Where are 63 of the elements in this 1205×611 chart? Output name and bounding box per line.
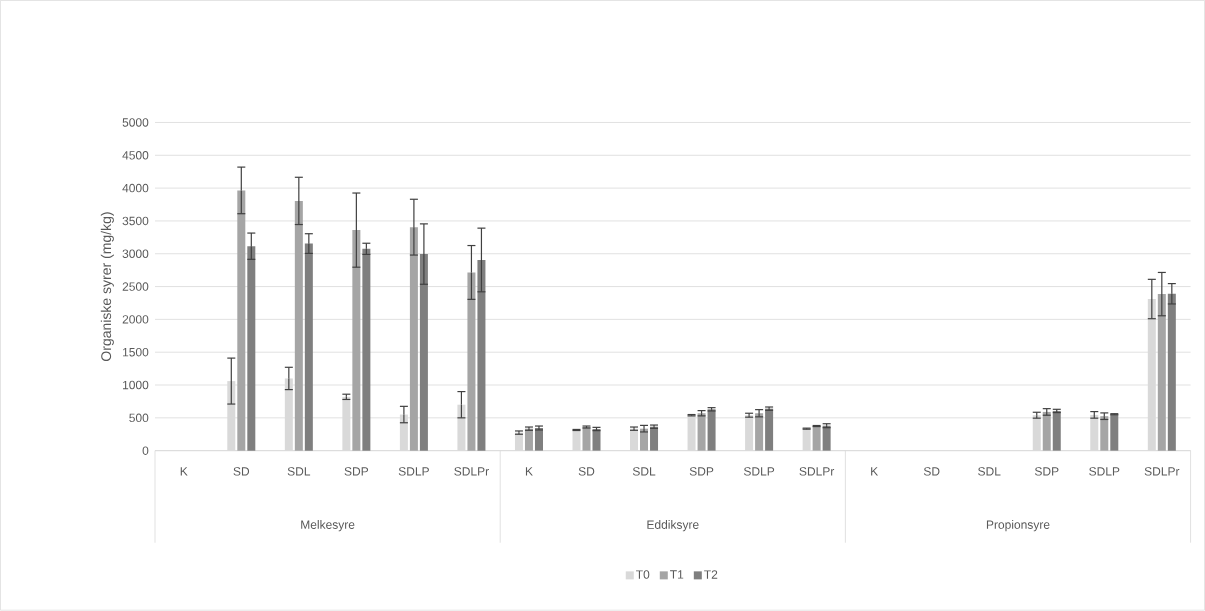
x-tick-label: SDP — [1034, 467, 1059, 476]
x-tick-label: SDLP — [1089, 467, 1120, 476]
text: Propionsyre — [986, 520, 1050, 532]
y-tick-label: 1000 — [123, 380, 149, 390]
bar — [294, 201, 303, 451]
x-tick-label: SD — [923, 467, 940, 476]
x-tick-label: SD — [578, 467, 595, 476]
y-tick-label: 0 — [142, 446, 149, 456]
x-tick-label: SDP — [689, 467, 714, 476]
bar — [592, 429, 601, 451]
x-tick-label: K — [525, 467, 533, 476]
bar — [534, 428, 543, 451]
x-tick-label: SDLPr — [1144, 467, 1180, 476]
x-tick-label: SDP — [344, 467, 369, 476]
y-tick-label: 3000 — [122, 249, 149, 259]
x-tick-label: SDLP — [398, 467, 429, 476]
legend-label: T1 — [670, 570, 684, 579]
bar — [582, 427, 591, 451]
x-tick-label: K — [871, 467, 879, 476]
bar — [419, 254, 428, 451]
bar — [1042, 412, 1051, 451]
bar — [467, 272, 476, 451]
bar — [409, 227, 418, 451]
bar — [1167, 293, 1176, 451]
y-axis-title: Organiske syrer (mg/kg) — [100, 212, 114, 362]
x-tick-label: SDL — [978, 467, 1001, 476]
x-tick-label: SDL — [632, 467, 656, 476]
legend-label: T2 — [704, 570, 718, 579]
bar — [822, 425, 831, 451]
bar — [362, 248, 371, 451]
text: Eddiksyre — [647, 520, 699, 532]
y-tick-label: 5000 — [122, 118, 149, 127]
bar — [1052, 411, 1061, 451]
y-tick-label: 4500 — [122, 151, 149, 160]
y-tick-label: 4000 — [122, 184, 149, 193]
bar — [1157, 294, 1166, 451]
x-tick-label: SDL — [287, 467, 311, 476]
y-tick-label: 500 — [129, 413, 149, 423]
bar — [247, 246, 256, 451]
bar — [697, 413, 706, 451]
y-tick-label: 2500 — [122, 282, 149, 291]
bar — [765, 408, 774, 451]
x-tick-label: SD — [233, 467, 250, 476]
bar — [755, 413, 764, 451]
x-tick-label: SDLPr — [799, 467, 835, 476]
bar — [1110, 414, 1119, 451]
bar — [524, 428, 533, 451]
bar — [304, 243, 313, 451]
bar — [352, 230, 361, 451]
text: Melkesyre — [301, 520, 355, 532]
y-tick-label: 1500 — [123, 348, 149, 357]
y-tick-label: 3500 — [122, 216, 149, 226]
bar — [650, 426, 659, 451]
bar — [477, 260, 486, 451]
x-tick-label: SDLPr — [454, 467, 489, 476]
bar — [707, 409, 716, 451]
legend-label: T0 — [636, 570, 650, 579]
x-tick-label: K — [180, 467, 188, 476]
bar — [812, 426, 821, 451]
y-tick-label: 2000 — [122, 315, 149, 324]
bar — [1100, 416, 1109, 451]
x-tick-label: SDLP — [743, 467, 775, 476]
bar — [237, 190, 246, 451]
